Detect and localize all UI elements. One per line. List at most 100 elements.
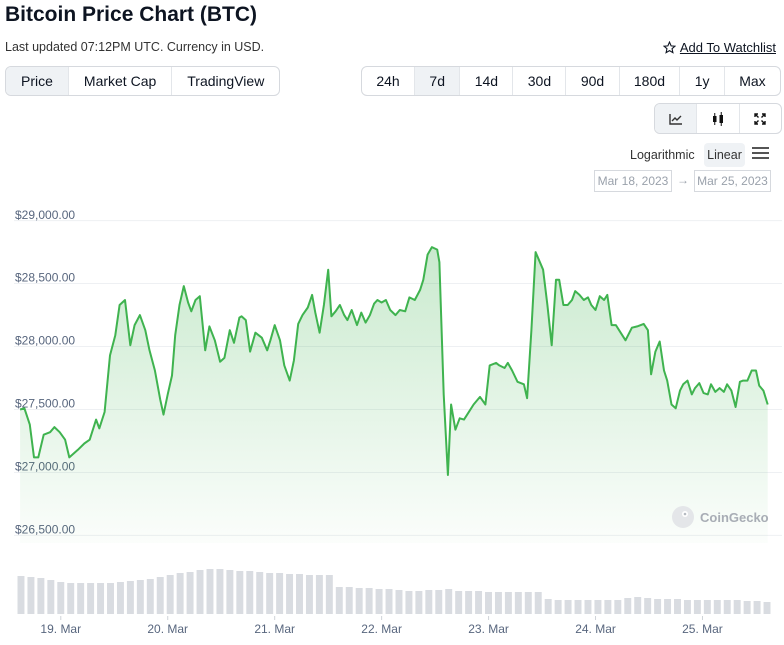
volume-bar: [315, 575, 323, 614]
x-tick-label: 21. Mar: [254, 622, 295, 636]
x-tick-label: 19. Mar: [40, 622, 81, 636]
range-button[interactable]: 90d: [565, 67, 618, 95]
volume-bar: [196, 570, 204, 614]
volume-bar: [246, 571, 254, 614]
volume-bar: [385, 589, 393, 614]
tab[interactable]: Market Cap: [67, 67, 171, 95]
volume-bar: [435, 590, 443, 614]
volume-bar: [475, 591, 483, 614]
range-button[interactable]: 7d: [414, 67, 460, 95]
range-buttons: 24h 7d 14d 30d 90d 180d 1y Max: [361, 66, 781, 96]
x-tick-label: 20. Mar: [147, 622, 188, 636]
volume-bar: [753, 601, 761, 614]
volume-bar: [156, 577, 164, 614]
volume-bar: [584, 600, 592, 614]
subtitle: Last updated 07:12PM UTC. Currency in US…: [5, 40, 265, 54]
volume-bar: [27, 577, 35, 614]
volume-bar: [47, 580, 55, 614]
y-tick-label: $28,000.00: [15, 334, 75, 348]
tab[interactable]: TradingView: [171, 67, 279, 95]
volume-bar: [236, 571, 244, 614]
volume-bar: [674, 599, 681, 614]
volume-bar: [514, 592, 522, 614]
volume-bar: [693, 600, 701, 614]
volume-bar: [524, 592, 532, 614]
range-button[interactable]: 14d: [459, 67, 512, 95]
star-icon: [662, 41, 676, 54]
y-tick-label: $27,500.00: [15, 397, 75, 411]
range-button[interactable]: Max: [723, 67, 780, 95]
price-line: [19, 246, 769, 476]
x-tick-label: 22. Mar: [361, 622, 402, 636]
volume-bar: [176, 573, 184, 614]
volume-bar: [405, 591, 413, 614]
volume-bar: [415, 591, 423, 614]
volume-bar: [644, 598, 652, 614]
volume-bar: [116, 582, 124, 614]
menu-icon[interactable]: [752, 146, 770, 160]
date-to[interactable]: Mar 25, 2023: [694, 170, 771, 192]
volume-bar: [67, 583, 75, 614]
volume-bar: [166, 575, 174, 614]
watermark: CoinGecko: [671, 505, 769, 529]
date-from[interactable]: Mar 18, 2023: [594, 170, 672, 192]
price-area: [20, 247, 768, 543]
volume-bar: [624, 598, 632, 614]
range-button[interactable]: 180d: [618, 67, 680, 95]
range-button[interactable]: 30d: [512, 67, 565, 95]
volume-bar: [286, 574, 294, 614]
watchlist-link[interactable]: Add To Watchlist: [662, 40, 776, 55]
gecko-logo: [672, 506, 694, 528]
volume-bar: [256, 572, 264, 614]
volume-bar: [455, 591, 463, 614]
range-button[interactable]: 24h: [376, 73, 400, 89]
fullscreen-button[interactable]: [738, 104, 781, 133]
volume-bar: [564, 600, 572, 614]
volume-bar: [136, 580, 144, 614]
candle-chart-button[interactable]: [696, 104, 738, 133]
volume-bar: [425, 590, 433, 614]
expand-icon: [754, 112, 767, 125]
volume-bar: [107, 583, 114, 614]
volume-bar: [683, 600, 691, 614]
log-scale-button[interactable]: Logarithmic: [630, 148, 695, 162]
volume-bar: [296, 574, 303, 614]
page-title: Bitcoin Price Chart (BTC): [5, 3, 258, 26]
volume-bar: [544, 599, 552, 614]
volume-bar: [723, 600, 731, 614]
linear-scale-button[interactable]: Linear: [704, 143, 745, 167]
volume-bar: [37, 578, 45, 614]
volume-bar: [206, 569, 214, 614]
volume-bar: [266, 573, 274, 614]
volume-bar: [604, 600, 612, 614]
volume-bar: [186, 572, 194, 614]
volume-bar: [126, 581, 134, 614]
y-tick-label: $28,500.00: [15, 271, 75, 285]
volume-bar: [325, 575, 333, 614]
volume-bar: [17, 576, 25, 614]
volume-bar: [554, 600, 562, 614]
range-button[interactable]: 1y: [679, 67, 724, 95]
volume-bar: [276, 573, 284, 614]
volume-bar: [345, 587, 353, 614]
volume-bar: [703, 600, 711, 614]
volume-bar: [664, 599, 672, 614]
candle-icon: [712, 111, 723, 126]
line-chart-button[interactable]: [655, 104, 697, 133]
volume-bar: [494, 592, 502, 614]
volume-bar: [226, 570, 234, 614]
volume-bar: [574, 600, 582, 614]
tab[interactable]: Price: [6, 67, 68, 95]
volume-bar: [305, 575, 313, 614]
y-tick-label: $29,000.00: [15, 208, 75, 222]
watchlist-text[interactable]: Add To Watchlist: [679, 40, 776, 55]
volume-bar: [365, 588, 373, 614]
volume-bar: [465, 591, 473, 614]
volume-bar: [504, 592, 512, 614]
volume-bar: [614, 600, 622, 614]
line-icon: [668, 113, 682, 125]
volume-bar: [713, 600, 721, 614]
volume-bar: [57, 582, 65, 614]
